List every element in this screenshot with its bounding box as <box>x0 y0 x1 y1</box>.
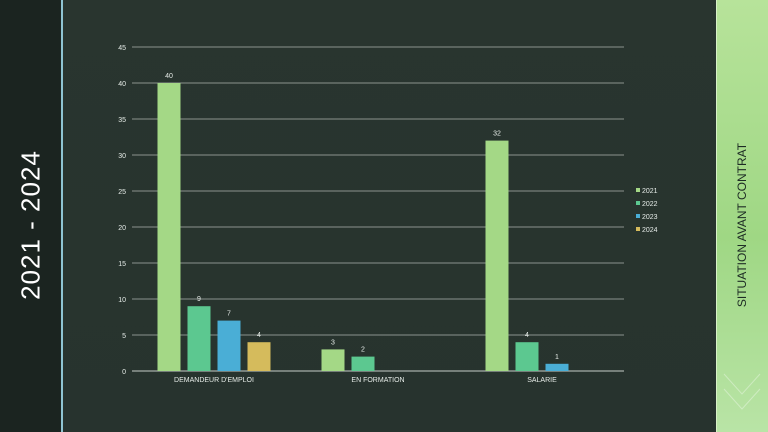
legend-swatch <box>636 188 640 192</box>
data-label: 32 <box>493 131 501 138</box>
data-label: 4 <box>525 332 529 339</box>
data-label: 9 <box>197 296 201 303</box>
left-divider <box>61 0 63 432</box>
y-tick-label: 5 <box>122 333 126 340</box>
bar <box>187 306 211 371</box>
data-label: 1 <box>555 354 559 361</box>
bar <box>217 320 241 371</box>
data-label: 4 <box>257 332 261 339</box>
legend-label: 2022 <box>642 201 658 208</box>
data-label: 7 <box>227 311 231 318</box>
legend-swatch <box>636 214 640 218</box>
x-tick-label: DEMANDEUR D'EMPLOI <box>174 377 254 384</box>
legend: 2021 2022 2023 2024 <box>636 188 658 234</box>
y-tick-label: 0 <box>122 369 126 376</box>
y-tick-label: 30 <box>118 153 126 160</box>
legend-label: 2023 <box>642 214 658 221</box>
x-tick-label: SALARIE <box>527 377 557 384</box>
data-label: 2 <box>361 347 365 354</box>
bar <box>247 342 271 371</box>
right-band <box>717 0 768 432</box>
decorative-lines-icon <box>723 373 761 410</box>
bar <box>485 140 509 371</box>
bar <box>157 83 181 371</box>
y-tick-label: 40 <box>118 81 126 88</box>
y-tick-label: 20 <box>118 225 126 232</box>
data-label: 3 <box>331 339 335 346</box>
bar <box>515 342 539 371</box>
x-axis-ticks: DEMANDEUR D'EMPLOI EN FORMATION SALARIE <box>174 377 557 384</box>
x-tick-label: EN FORMATION <box>351 377 404 384</box>
y-tick-label: 15 <box>118 261 126 268</box>
gridlines <box>132 46 624 372</box>
bars <box>157 83 569 371</box>
bar <box>321 349 345 371</box>
left-band <box>0 0 62 432</box>
legend-label: 2024 <box>642 227 658 234</box>
bar <box>545 363 569 371</box>
right-divider <box>716 0 717 432</box>
y-tick-label: 45 <box>118 45 126 52</box>
legend-swatch <box>636 227 640 231</box>
y-tick-label: 35 <box>118 117 126 124</box>
legend-label: 2021 <box>642 188 658 195</box>
legend-swatch <box>636 201 640 205</box>
y-axis-ticks: 0 5 10 15 20 25 30 35 40 45 <box>118 45 126 376</box>
y-tick-label: 25 <box>118 189 126 196</box>
y-tick-label: 10 <box>118 297 126 304</box>
bar <box>351 356 375 371</box>
data-label: 40 <box>165 73 173 80</box>
